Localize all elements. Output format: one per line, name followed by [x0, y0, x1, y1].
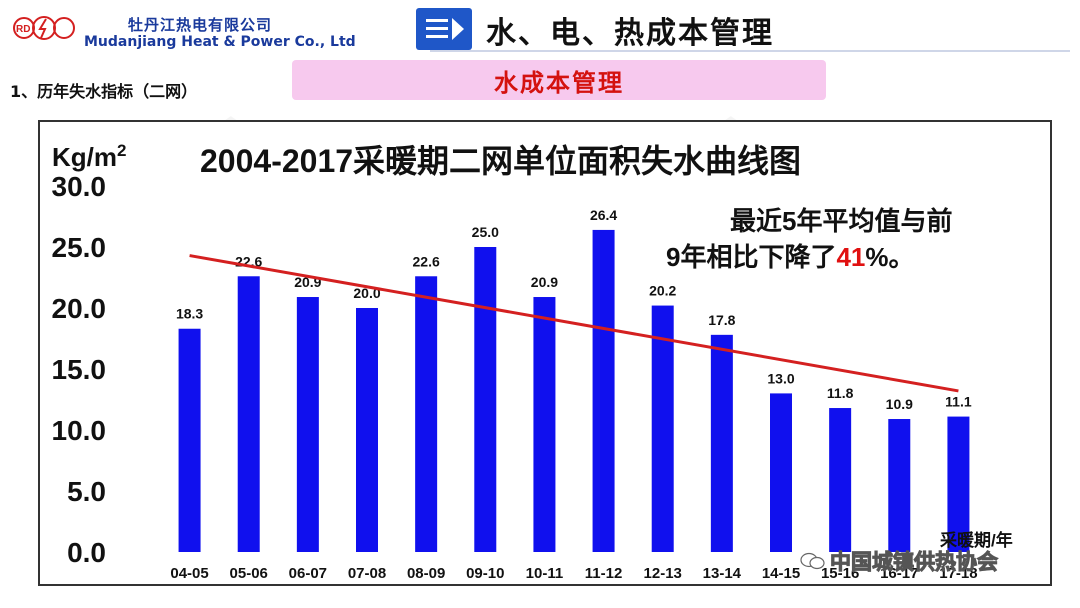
y-tick-label: 25.0: [52, 232, 107, 263]
bar-value-label: 11.1: [945, 394, 972, 410]
subheading: 1、历年失水指标（二网）: [10, 82, 198, 101]
bar: [592, 229, 615, 553]
bar-chart: 0.0 5.0 10.0 15.0 20.0 25.0 30.0 04-05 05-06 06-…: [52, 141, 1013, 582]
bar: [356, 308, 378, 552]
x-tick-label: 05-06: [230, 565, 268, 582]
x-tick-label: 15-16: [821, 565, 859, 582]
bar-value-label: 26.4: [590, 207, 617, 223]
company-name-cn: 牡丹江热电有限公司: [128, 16, 273, 34]
bar-value-label: 25.0: [472, 224, 499, 240]
wechat-watermark: 中国城镇供热协会: [830, 550, 999, 575]
bar: [178, 328, 201, 552]
y-tick-label: 30.0: [52, 171, 107, 202]
bar-value-label: 17.8: [708, 312, 735, 328]
x-tick-label: 09-10: [466, 565, 504, 582]
topic-banner: 水成本管理: [292, 60, 826, 100]
annotation-suffix: %。: [865, 242, 914, 272]
bar: [947, 416, 970, 552]
bar: [770, 393, 792, 552]
bar: [829, 408, 852, 552]
x-tick-label: 11-12: [585, 565, 623, 582]
bar-value-label: 20.2: [649, 283, 676, 299]
bar: [296, 297, 319, 552]
bar: [888, 419, 911, 552]
bar-value-label: 20.9: [531, 274, 558, 290]
y-axis-unit: Kg/m2: [52, 141, 126, 172]
bar-value-label: 10.9: [886, 396, 913, 412]
trend-line: [189, 254, 959, 393]
x-tick-label: 07-08: [348, 565, 386, 582]
y-tick-label: 10.0: [52, 415, 107, 446]
chart-title: 2004-2017采暖期二网单位面积失水曲线图: [200, 143, 801, 179]
x-tick-label: 13-14: [703, 565, 742, 582]
company-logo: RD 牡丹江热电有限公司 Mudanjiang Heat & Power Co.…: [8, 6, 428, 52]
topic-banner-label: 水成本管理: [494, 68, 624, 97]
x-tick-label: 12-13: [644, 565, 682, 582]
annotation-highlight: 41: [836, 242, 865, 272]
x-tick-label: 08-09: [407, 565, 445, 582]
bar-value-label: 22.6: [413, 253, 440, 269]
annotation-line-1: 最近5年平均值与前: [730, 206, 952, 236]
annotation-prefix: 9年相比下降了: [666, 242, 836, 272]
bar: [533, 297, 556, 552]
bar: [651, 305, 674, 552]
logo-letters: RD: [16, 24, 30, 35]
header-divider: [430, 50, 1070, 52]
bar-value-label: 18.3: [176, 306, 203, 322]
y-tick-label: 0.0: [67, 537, 106, 568]
section-title: 水、电、热成本管理: [486, 16, 774, 51]
company-logo-mark: RD: [13, 16, 75, 40]
y-tick-label: 5.0: [67, 476, 106, 507]
x-tick-label: 14-15: [762, 565, 800, 582]
bar-value-label: 11.8: [827, 385, 854, 401]
y-axis-label: Kg/m: [52, 142, 117, 172]
bar: [710, 334, 733, 552]
x-axis-label: 采暖期/年: [939, 530, 1013, 550]
section-menu-icon: [416, 8, 472, 50]
bar-value-label: 13.0: [767, 370, 794, 386]
y-tick-label: 15.0: [52, 354, 107, 385]
x-tick-label: 04-05: [170, 565, 208, 582]
wechat-icon: [800, 552, 825, 570]
y-tick-label: 20.0: [52, 293, 107, 324]
chart-panel: 0.0 5.0 10.0 15.0 20.0 25.0 30.0 04-05 05-06 06-…: [38, 120, 1052, 586]
x-tick-label: 06-07: [289, 565, 327, 582]
x-tick-label: 17-18: [939, 565, 977, 582]
bar: [237, 276, 260, 552]
x-tick-label: 16-17: [880, 565, 918, 582]
x-tick-label: 10-11: [526, 565, 564, 582]
bar: [415, 276, 438, 552]
annotation-line-2: 9年相比下降了41%。: [666, 242, 915, 272]
y-axis-label-sup: 2: [117, 141, 126, 160]
bar: [474, 247, 497, 552]
company-name-en: Mudanjiang Heat & Power Co., Ltd: [84, 34, 356, 50]
